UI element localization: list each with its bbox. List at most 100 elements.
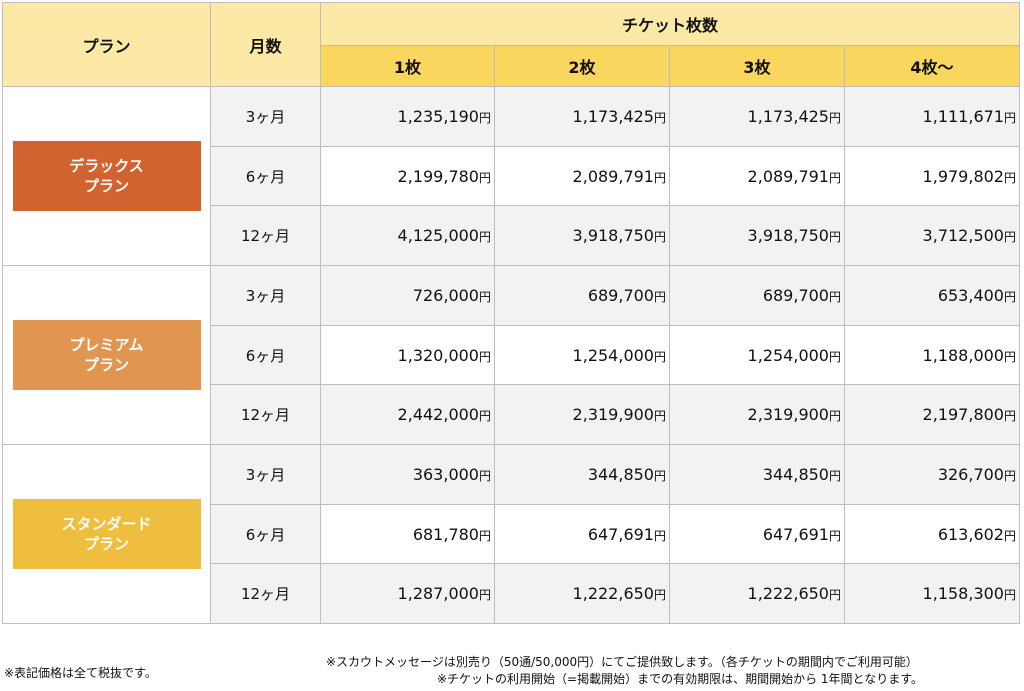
months-cell: 12ヶ月 [210, 563, 321, 624]
price-value: 1,188,000 [922, 345, 1004, 365]
price-value: 1,173,425 [572, 107, 654, 126]
price-value: 1,235,190 [397, 107, 479, 126]
price-cell: 653,400円 [844, 265, 1020, 326]
yen-unit: 円 [1003, 111, 1016, 125]
price-cell: 344,850円 [669, 444, 845, 505]
price-cell: 1,254,000円 [669, 325, 845, 385]
yen-unit: 円 [653, 230, 666, 244]
yen-unit: 円 [828, 230, 841, 244]
yen-unit: 円 [828, 469, 841, 483]
yen-unit: 円 [828, 170, 841, 185]
price-value: 1,287,000 [397, 584, 479, 603]
price-value: 689,700 [762, 286, 829, 305]
price-cell: 2,197,800円 [844, 384, 1020, 445]
price-cell: 344,850円 [494, 444, 670, 505]
yen-unit: 円 [478, 111, 491, 125]
price-cell: 326,700円 [844, 444, 1020, 505]
yen-unit: 円 [478, 170, 491, 185]
price-cell: 1,287,000円 [320, 563, 495, 624]
plan-name-suffix: プラン [83, 356, 129, 374]
table-row: 6ヶ月 2,199,780円 2,089,791円 2,089,791円 1,979,8… [3, 146, 1020, 206]
price-cell: 1,188,000円 [844, 325, 1020, 385]
price-value: 326,700 [937, 465, 1004, 484]
price-cell: 1,235,190円 [320, 86, 495, 147]
months-cell: 3ヶ月 [210, 265, 321, 326]
price-value: 726,000 [412, 286, 479, 305]
plan-badge-standard: スタンダード プラン [12, 499, 201, 569]
price-value: 1,173,425 [747, 107, 829, 126]
yen-unit: 円 [653, 469, 666, 483]
plan-cell-premium: プレミアム プラン [2, 265, 211, 445]
yen-unit: 円 [828, 349, 841, 364]
price-value: 1,222,650 [572, 584, 654, 603]
table-row: 12ヶ月 1,287,000円 1,222,650円 1,222,650円 1,158,… [3, 563, 1020, 624]
table-row: スタンダード プラン 3ヶ月 363,000円 344,850円 344,850円 326,… [2, 444, 1020, 624]
yen-unit: 円 [653, 528, 666, 543]
price-cell: 3,918,750円 [494, 205, 670, 266]
price-value: 344,850 [587, 465, 654, 484]
yen-unit: 円 [828, 290, 841, 304]
price-value: 2,089,791 [572, 166, 654, 186]
yen-unit: 円 [1003, 349, 1016, 364]
header-ticket-4plus: 4枚～ [844, 45, 1020, 87]
header-plan: プラン [2, 2, 211, 87]
price-value: 4,125,000 [397, 226, 479, 245]
months-cell: 6ヶ月 [210, 504, 321, 564]
table-row: 12ヶ月 2,442,000円 2,319,900円 2,319,900円 2,197,… [3, 384, 1020, 445]
plan-name-suffix: プラン [83, 535, 129, 553]
price-cell: 689,700円 [494, 265, 670, 326]
price-value: 1,111,671 [922, 107, 1004, 126]
plan-name: デラックス [69, 157, 144, 175]
table-row: 6ヶ月 1,320,000円 1,254,000円 1,254,000円 1,188,0… [3, 325, 1020, 385]
yen-unit: 円 [1003, 528, 1016, 543]
price-value: 3,918,750 [747, 226, 829, 245]
price-cell: 2,319,900円 [669, 384, 845, 445]
plan-badge-deluxe: デラックス プラン [12, 141, 201, 211]
months-cell: 3ヶ月 [210, 86, 321, 147]
price-cell: 2,089,791円 [494, 146, 670, 206]
yen-unit: 円 [478, 230, 491, 244]
yen-unit: 円 [653, 111, 666, 125]
price-cell: 681,780円 [320, 504, 495, 564]
price-value: 363,000 [412, 465, 479, 484]
months-cell: 12ヶ月 [210, 384, 321, 445]
price-cell: 1,320,000円 [320, 325, 495, 385]
price-cell: 726,000円 [320, 265, 495, 326]
plan-badge-premium: プレミアム プラン [12, 320, 201, 390]
price-value: 689,700 [587, 286, 654, 305]
price-value: 2,197,800 [922, 405, 1004, 424]
price-value: 2,089,791 [747, 166, 829, 186]
months-cell: 3ヶ月 [210, 444, 321, 505]
header-ticket-3: 3枚 [669, 45, 845, 87]
price-value: 1,158,300 [922, 584, 1004, 603]
months-cell: 6ヶ月 [210, 325, 321, 385]
yen-unit: 円 [478, 349, 491, 364]
price-cell: 2,199,780円 [320, 146, 495, 206]
yen-unit: 円 [828, 409, 841, 423]
yen-unit: 円 [1003, 588, 1016, 602]
price-value: 1,254,000 [747, 345, 829, 365]
price-cell: 613,602円 [844, 504, 1020, 564]
price-cell: 2,319,900円 [494, 384, 670, 445]
yen-unit: 円 [478, 469, 491, 483]
price-value: 647,691 [762, 524, 829, 544]
yen-unit: 円 [1003, 469, 1016, 483]
price-value: 2,319,900 [572, 405, 654, 424]
price-cell: 1,173,425円 [669, 86, 845, 147]
yen-unit: 円 [1003, 290, 1016, 304]
price-value: 1,320,000 [397, 345, 479, 365]
tax-note: ※表記価格は全て税抜です。 [4, 666, 157, 680]
price-value: 1,222,650 [747, 584, 829, 603]
table-row: プレミアム プラン 3ヶ月 726,000円 689,700円 689,700円 653,4… [2, 265, 1020, 445]
price-value: 1,979,802 [922, 166, 1004, 186]
price-cell: 1,979,802円 [844, 146, 1020, 206]
price-table: プラン 月数 チケット枚数 1枚 2枚 3枚 4枚～ デラックス プラン 3ヶ月 1,… [2, 2, 1020, 624]
price-cell: 1,222,650円 [494, 563, 670, 624]
price-cell: 1,111,671円 [844, 86, 1020, 147]
plan-name: スタンダード [61, 515, 152, 533]
price-cell: 1,254,000円 [494, 325, 670, 385]
price-value: 653,400 [937, 286, 1004, 305]
price-cell: 2,442,000円 [320, 384, 495, 445]
header-ticket-count: チケット枚数 [320, 2, 1020, 46]
table-row: 12ヶ月 4,125,000円 3,918,750円 3,918,750円 3,712,… [3, 205, 1020, 266]
